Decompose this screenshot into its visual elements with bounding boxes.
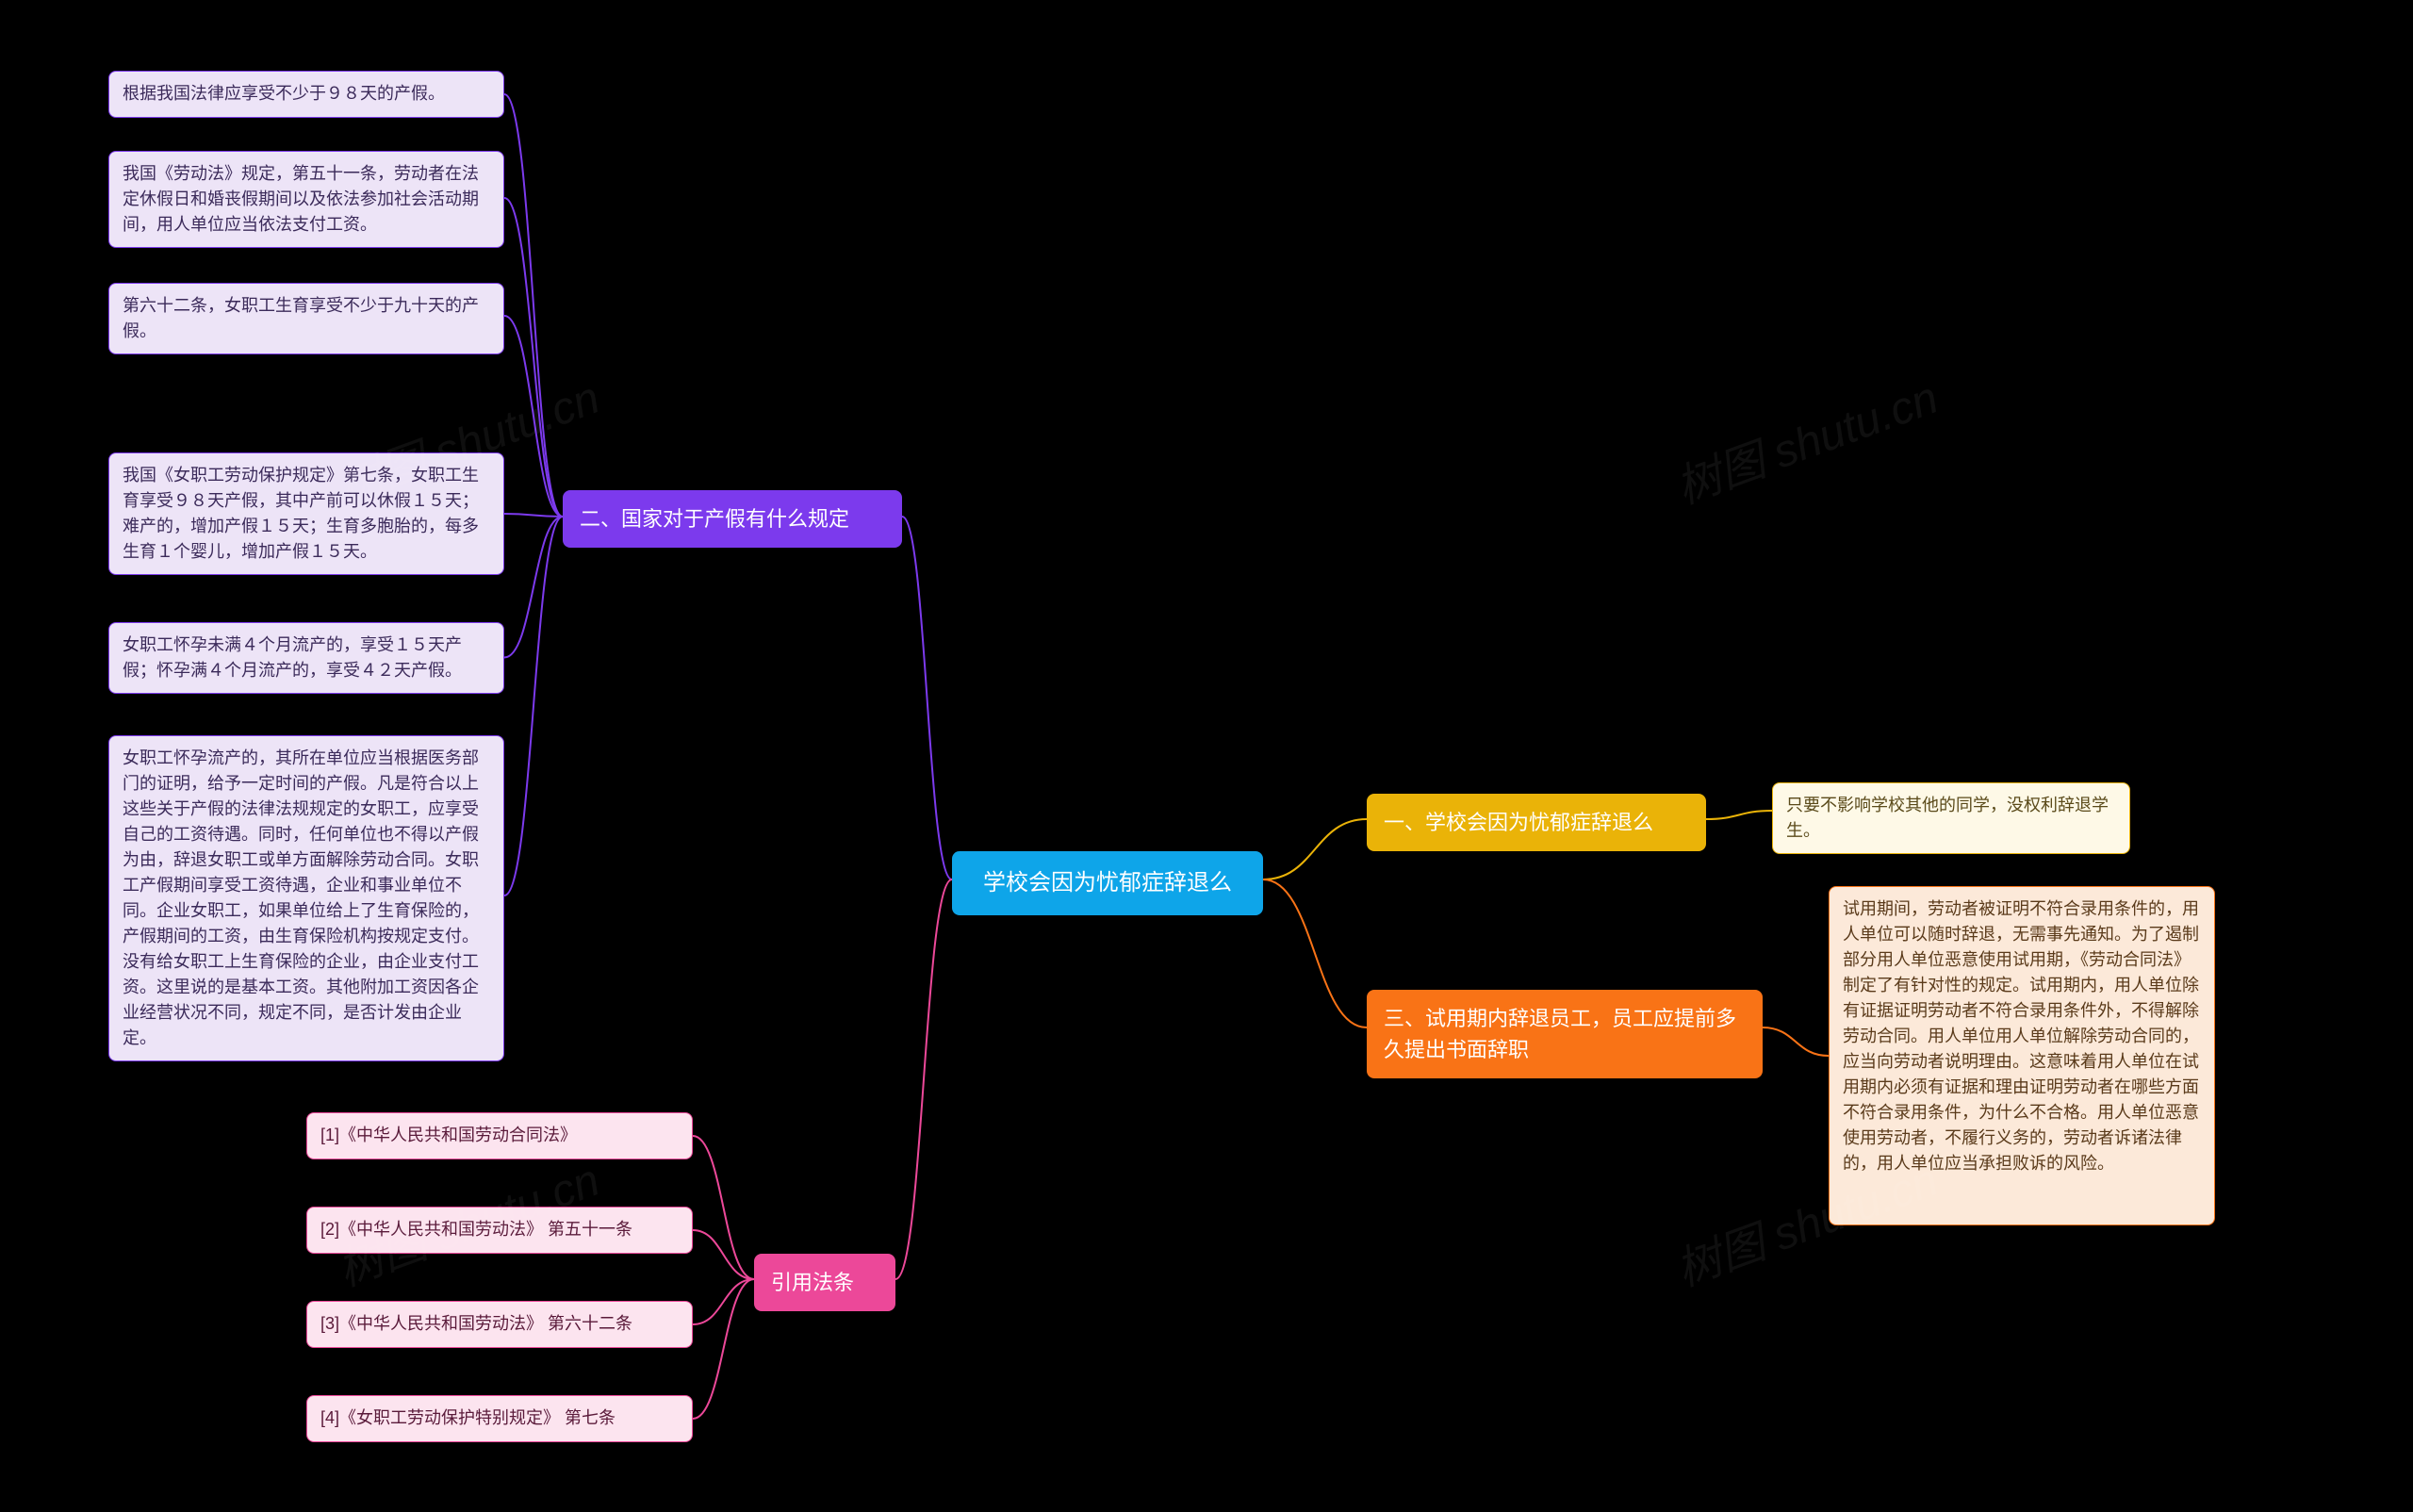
branch-b3: 三、试用期内辞退员工，员工应提前多久提出书面辞职 [1367,990,1763,1078]
leaf-b4l3: [3]《中华人民共和国劳动法》 第六十二条 [306,1301,693,1348]
root-root: 学校会因为忧郁症辞退么 [952,851,1263,915]
branch-b2: 二、国家对于产假有什么规定 [563,490,902,548]
leaf-b2l1: 根据我国法律应享受不少于９８天的产假。 [108,71,504,118]
branch-b1: 一、学校会因为忧郁症辞退么 [1367,794,1706,851]
leaf-b3l1: 试用期间，劳动者被证明不符合录用条件的，用人单位可以随时辞退，无需事先通知。为了… [1829,886,2215,1225]
leaf-b4l2: [2]《中华人民共和国劳动法》 第五十一条 [306,1207,693,1254]
leaf-b2l2: 我国《劳动法》规定，第五十一条，劳动者在法定休假日和婚丧假期间以及依法参加社会活… [108,151,504,248]
leaf-b4l4: [4]《女职工劳动保护特别规定》 第七条 [306,1395,693,1442]
leaf-b1l1: 只要不影响学校其他的同学，没权利辞退学生。 [1772,782,2130,854]
leaf-b2l4: 我国《女职工劳动保护规定》第七条，女职工生育享受９８天产假，其中产前可以休假１５… [108,452,504,575]
branch-b4: 引用法条 [754,1254,895,1311]
watermark: 树图 shutu.cn [1666,360,1945,516]
leaf-b2l5: 女职工怀孕未满４个月流产的，享受１５天产假；怀孕满４个月流产的，享受４２天产假。 [108,622,504,694]
leaf-b4l1: [1]《中华人民共和国劳动合同法》 [306,1112,693,1159]
leaf-b2l6: 女职工怀孕流产的，其所在单位应当根据医务部门的证明，给予一定时间的产假。凡是符合… [108,735,504,1061]
leaf-b2l3: 第六十二条，女职工生育享受不少于九十天的产假。 [108,283,504,354]
